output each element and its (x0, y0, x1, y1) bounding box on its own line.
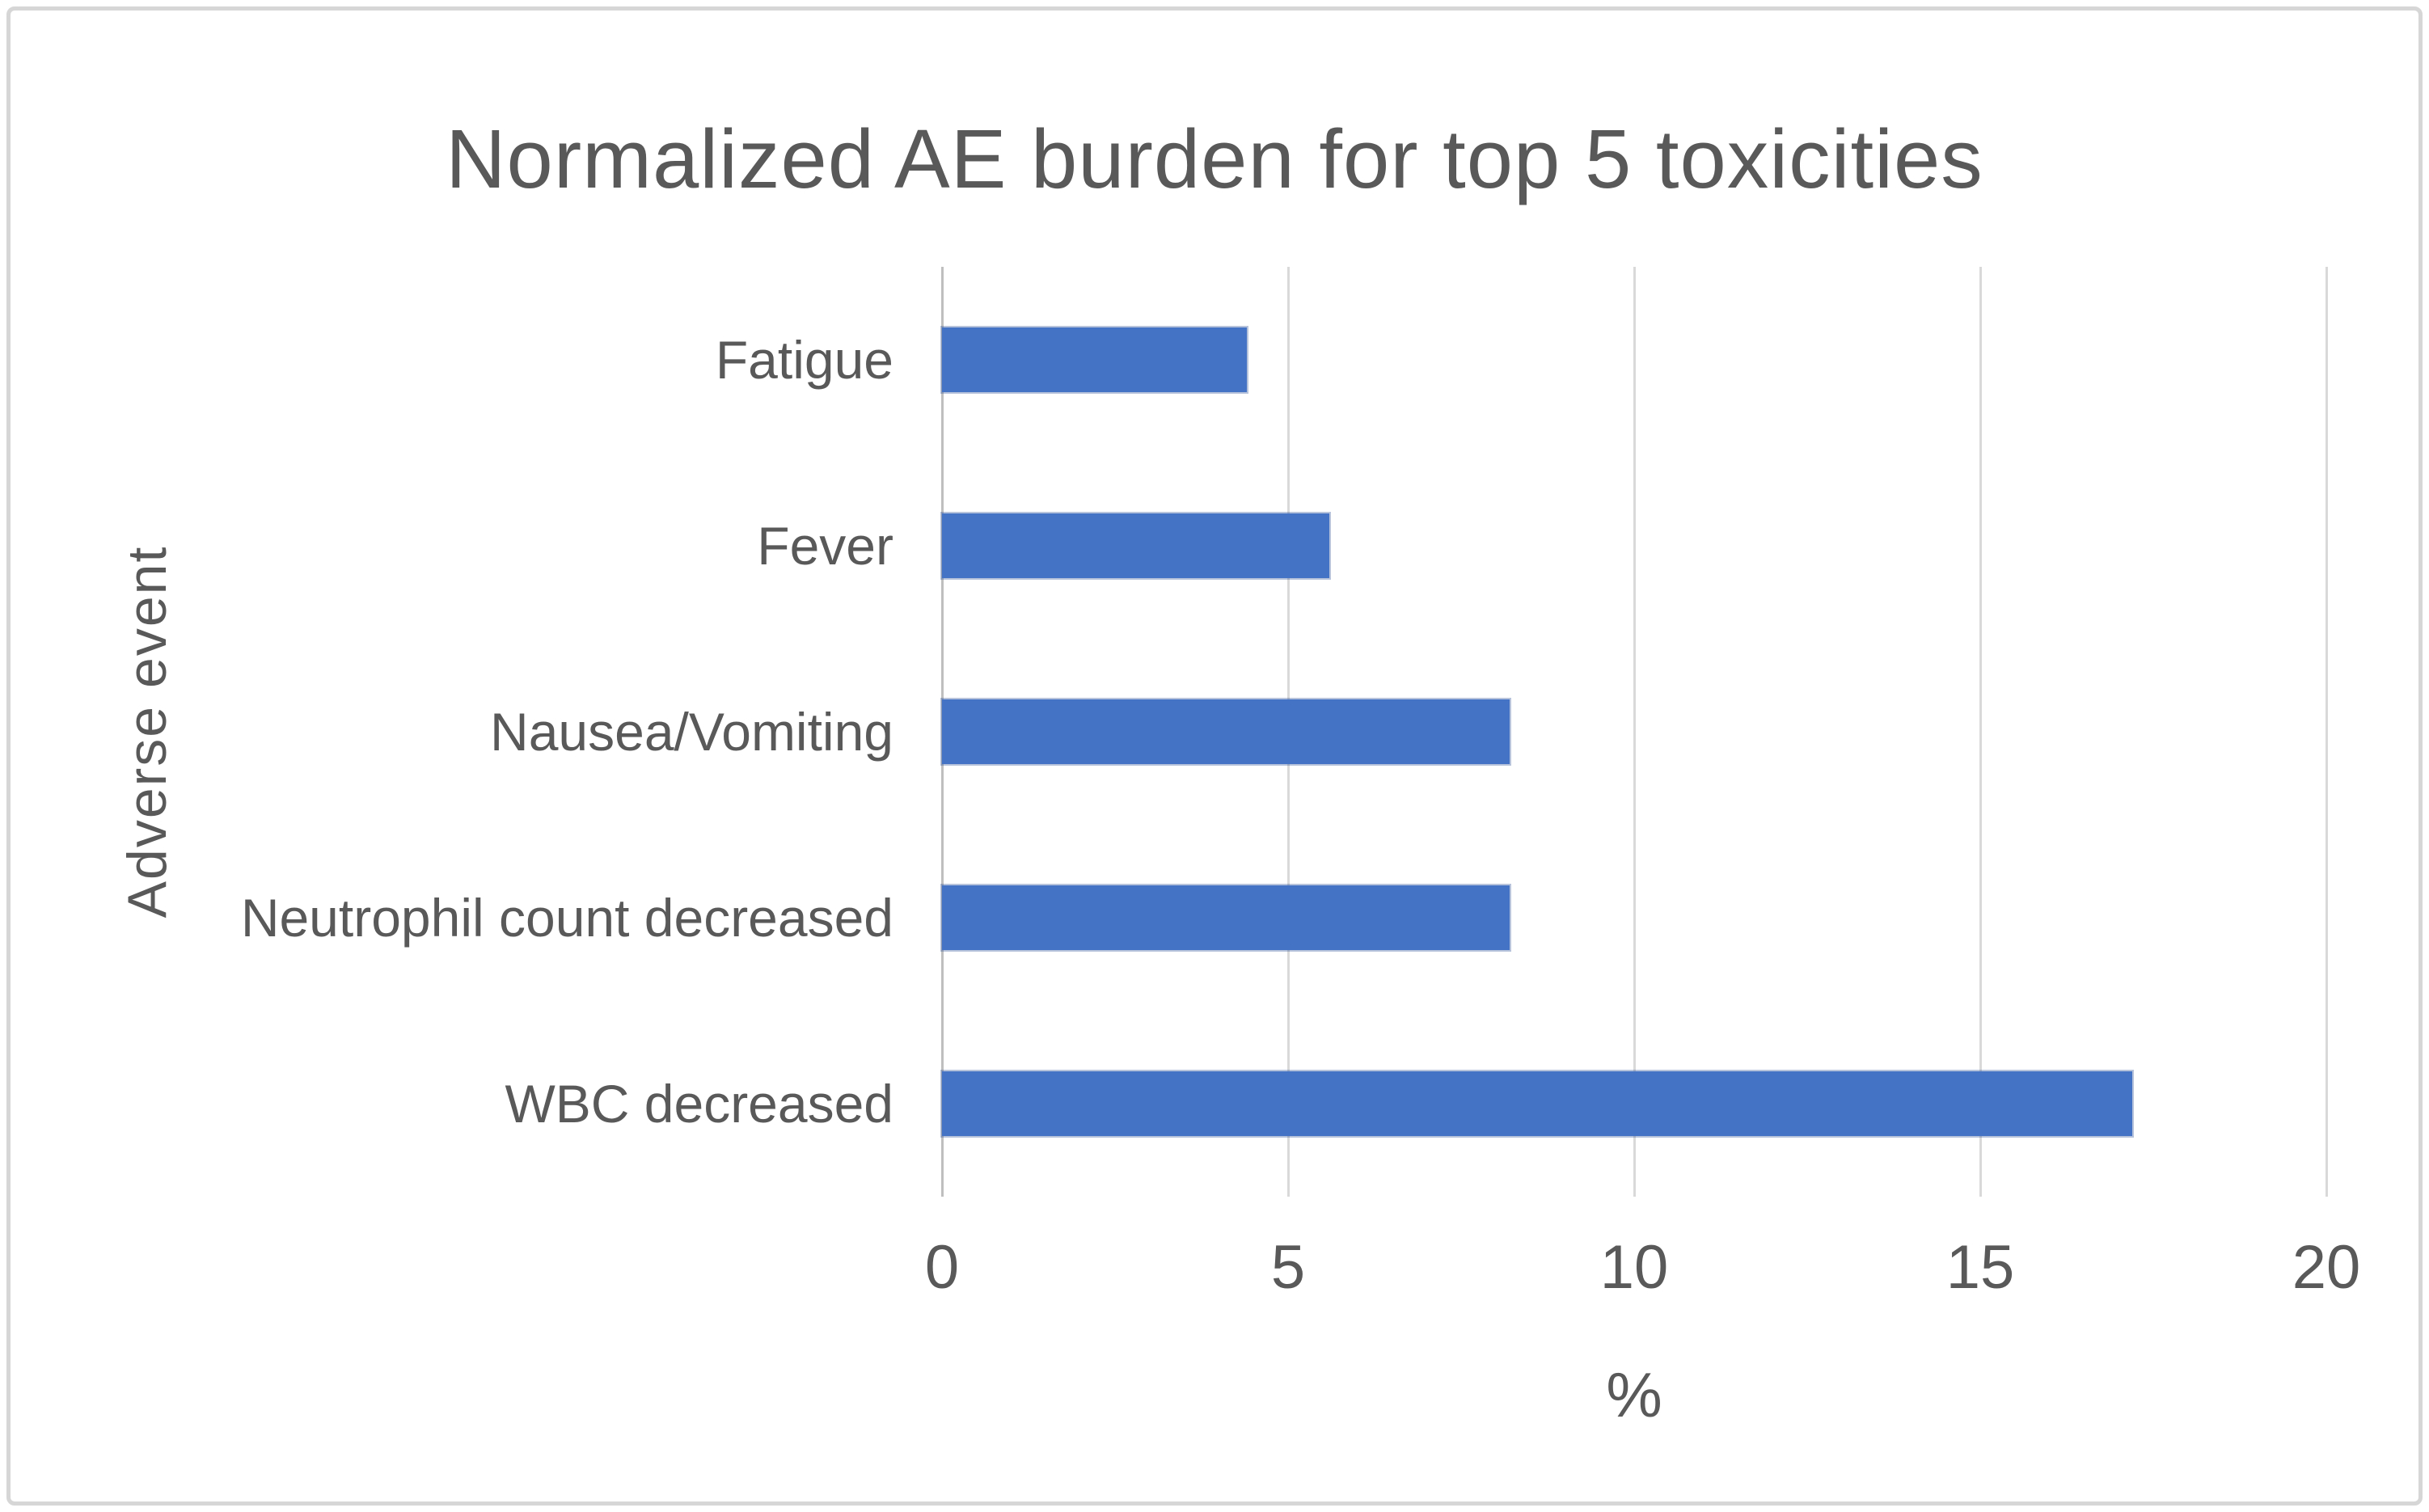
x-tick-label: 15 (1945, 1233, 2015, 1302)
bar-nausea-vomiting (942, 699, 1510, 764)
category-label: Fatigue (715, 330, 893, 390)
x-tick-label: 0 (924, 1233, 960, 1302)
y-axis-title: Adverse event (116, 545, 178, 919)
category-label: WBC decreased (505, 1074, 893, 1134)
chart-title: Normalized AE burden for top 5 toxicitie… (446, 112, 1983, 205)
x-tick-label: 5 (1270, 1233, 1306, 1302)
x-axis-title: % (1606, 1359, 1662, 1430)
gridline (1979, 267, 1982, 1197)
x-tick-label: 20 (2292, 1233, 2361, 1302)
plot-area (940, 267, 2328, 1197)
category-label: Nausea/Vomiting (490, 702, 893, 762)
gridline (2325, 267, 2328, 1197)
gridline (1633, 267, 1636, 1197)
category-label: Neutrophil count decreased (240, 888, 893, 948)
bar-fatigue (942, 327, 1247, 392)
category-label: Fever (757, 516, 893, 576)
bar-wbc-decreased (942, 1071, 2133, 1136)
bar-neutrophil-count-decreased (942, 885, 1510, 950)
bar-fever (942, 513, 1330, 578)
x-tick-label: 10 (1599, 1233, 1669, 1302)
